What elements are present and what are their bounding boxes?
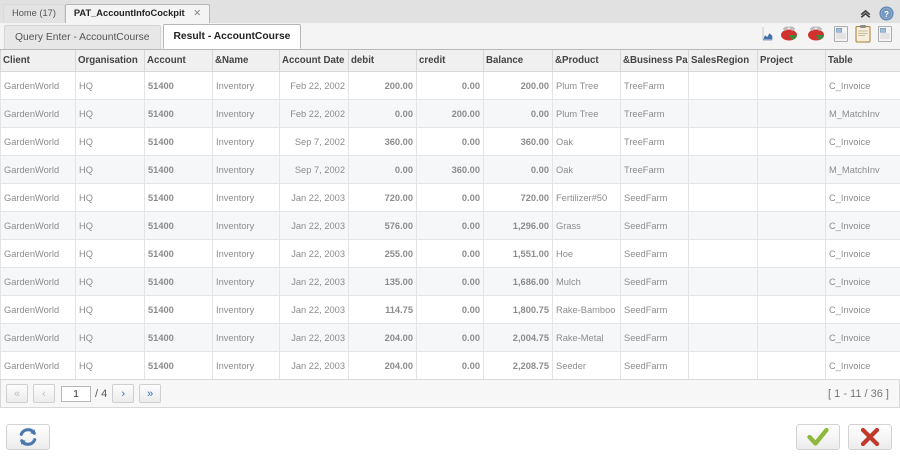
svg-text:?: ?: [884, 10, 889, 19]
